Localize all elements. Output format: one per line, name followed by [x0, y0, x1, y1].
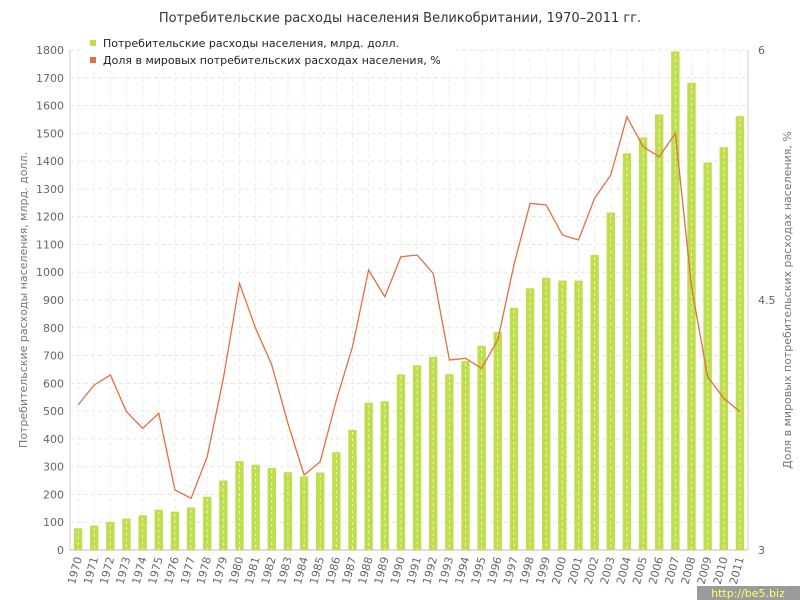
left-tick-label: 1600	[36, 100, 64, 113]
left-tick-label: 200	[43, 488, 64, 501]
left-tick-label: 800	[43, 322, 64, 335]
legend-swatch-line	[90, 57, 96, 63]
left-axis-ticks: 0 100 200 300 400 500 600 700 800 900 1000 1100 1200…	[36, 44, 64, 557]
left-tick-label: 700	[43, 350, 64, 363]
left-tick-label: 1200	[36, 211, 64, 224]
right-tick-label: 4.5	[758, 294, 776, 307]
legend-swatch-bars	[90, 40, 96, 46]
legend: Потребительские расходы населения, млрд.…	[80, 34, 456, 70]
left-tick-label: 500	[43, 405, 64, 418]
y2-axis-label: Доля в мировых потребительских расходах …	[781, 131, 794, 469]
right-tick-label: 6	[758, 44, 765, 57]
bar	[138, 515, 147, 550]
bar	[735, 116, 745, 550]
legend-box	[80, 34, 456, 70]
bar	[493, 331, 502, 550]
left-tick-label: 1400	[36, 155, 64, 168]
left-tick-label: 300	[43, 461, 64, 474]
right-axis-ticks: 34.56	[758, 44, 776, 557]
bar	[703, 162, 712, 550]
bar	[348, 430, 357, 550]
bar	[251, 464, 260, 550]
watermark[interactable]: http://be5.biz	[697, 586, 800, 600]
left-tick-label: 100	[43, 516, 64, 529]
legend-label-bars: Потребительские расходы населения, млрд.…	[103, 37, 399, 50]
chart-title: Потребительские расходы населения Велико…	[159, 11, 641, 26]
left-tick-label: 1300	[36, 183, 64, 196]
right-tick-label: 3	[758, 544, 765, 557]
left-tick-label: 600	[43, 377, 64, 390]
bar	[90, 525, 99, 550]
x-axis-ticks: 1970197119721973197419751976197719781979…	[65, 555, 747, 585]
bar	[299, 476, 309, 550]
left-tick-label: 1500	[36, 127, 64, 140]
left-tick-label: 400	[43, 433, 64, 446]
legend-label-line: Доля в мировых потребительских расходах …	[103, 54, 441, 67]
watermark-link[interactable]: http://be5.biz	[711, 587, 785, 600]
bar	[429, 356, 438, 550]
bar	[655, 114, 664, 550]
left-tick-label: 1000	[36, 266, 64, 279]
bar	[606, 212, 615, 550]
left-tick-label: 0	[57, 544, 64, 557]
bar-series	[73, 51, 745, 551]
line-series	[77, 114, 741, 500]
left-tick-label: 1800	[36, 44, 64, 57]
left-tick-label: 1700	[36, 72, 64, 85]
share-line	[77, 114, 741, 500]
watermark-bg	[697, 586, 800, 600]
bar	[170, 511, 180, 550]
left-tick-label: 900	[43, 294, 64, 307]
bar	[509, 307, 519, 550]
bar	[687, 82, 696, 551]
bar	[622, 153, 632, 551]
bar	[477, 345, 486, 550]
y-axis-label: Потребительские расходы населения, млрд.…	[17, 152, 30, 448]
left-tick-label: 1100	[36, 238, 64, 251]
bar	[364, 402, 373, 550]
bar	[332, 452, 341, 550]
